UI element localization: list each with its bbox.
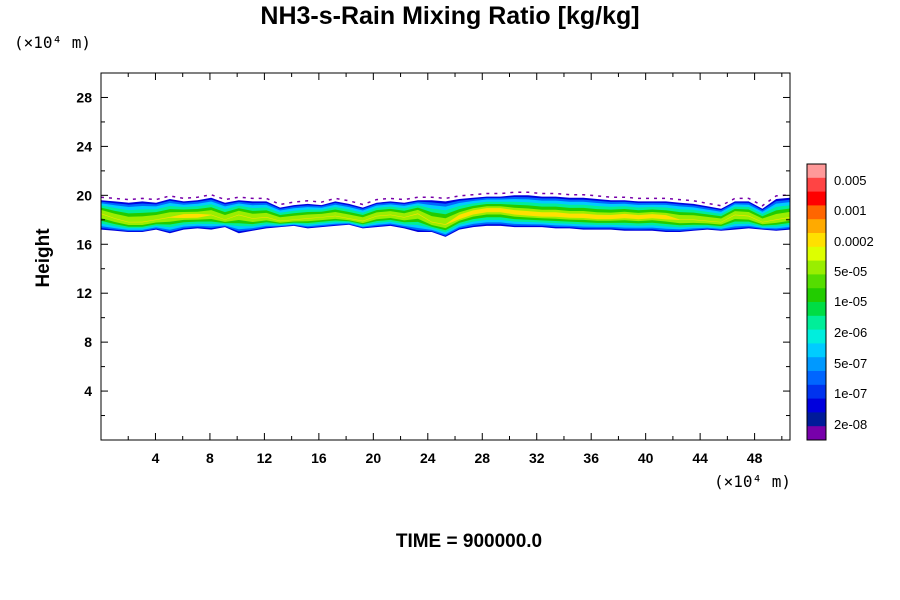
- colorbar-label: 0.005: [834, 173, 867, 188]
- time-label: TIME = 900000.0: [395, 531, 543, 552]
- y-axis-title: Height: [33, 228, 54, 288]
- x-axis: 4 8 12 16 20 24 28 32 36 40 44 48: [127, 73, 783, 466]
- colorbar-label: 5e-07: [834, 356, 867, 371]
- colorbar-swatch: [807, 343, 826, 358]
- colorbar-label: 1e-07: [834, 386, 867, 401]
- y-scale-label: (×10⁴ m): [14, 33, 91, 52]
- x-tick-label: 16: [311, 450, 327, 466]
- colorbar-swatch: [807, 219, 826, 234]
- chart-title: NH3-s-Rain Mixing Ratio [kg/kg]: [260, 2, 640, 30]
- colorbar-swatch: [807, 329, 826, 344]
- colorbar-swatch: [807, 315, 826, 331]
- x-tick-label: 36: [583, 450, 599, 466]
- colorbar-swatch: [807, 274, 826, 289]
- colorbar-swatch: [807, 260, 826, 275]
- y-tick-label: 20: [76, 187, 92, 203]
- colorbar-swatch: [807, 426, 826, 441]
- x-tick-label: 4: [152, 450, 160, 466]
- colorbar-swatch: [807, 177, 826, 193]
- x-tick-label: 44: [692, 450, 708, 466]
- y-tick-label: 4: [84, 383, 92, 399]
- colorbar-swatch: [807, 164, 826, 179]
- colorbar-label: 1e-05: [834, 294, 867, 309]
- x-tick-label: 32: [529, 450, 545, 466]
- colorbar-label: 2e-06: [834, 325, 867, 340]
- colorbar-swatch: [807, 233, 826, 248]
- x-scale-label: (×10⁴ m): [714, 472, 791, 491]
- x-tick-label: 40: [638, 450, 654, 466]
- x-tick-label: 48: [747, 450, 763, 466]
- colorbar: 0.005 0.001 0.0002 5e-05 1e-05 2e-06 5e-07 1e-0…: [806, 163, 874, 441]
- colorbar-swatch: [807, 384, 826, 400]
- band-0.0002: [101, 208, 790, 225]
- colorbar-frame: [806, 163, 827, 441]
- x-tick-label: 28: [474, 450, 490, 466]
- colorbar-swatch: [807, 357, 826, 372]
- colorbar-label: 5e-05: [834, 264, 867, 279]
- colorbar-label: 0.001: [834, 203, 867, 218]
- band-1e-05: [101, 204, 790, 231]
- y-axis: 4 8 12 16 20 24 28: [76, 89, 790, 417]
- colorbar-swatch: [807, 205, 826, 220]
- x-tick-label: 8: [206, 450, 214, 466]
- colorbar-swatch: [807, 412, 826, 427]
- x-tick-label: 24: [420, 450, 436, 466]
- colorbar-swatch: [807, 246, 826, 262]
- mixing-ratio-field: [101, 191, 790, 237]
- colorbar-swatch: [807, 302, 826, 317]
- y-tick-label: 8: [84, 334, 92, 350]
- colorbar-label: 2e-08: [834, 417, 867, 432]
- colorbar-swatch: [807, 191, 826, 206]
- colorbar-swatch: [807, 288, 826, 303]
- y-tick-label: 28: [76, 89, 92, 105]
- y-tick-label: 24: [76, 138, 92, 154]
- colorbar-swatch: [807, 398, 826, 413]
- plot-frame: [100, 72, 791, 441]
- x-tick-label: 20: [366, 450, 382, 466]
- colorbar-label: 0.0002: [834, 234, 874, 249]
- y-tick-label: 12: [76, 285, 92, 301]
- colorbar-swatch: [807, 371, 826, 386]
- y-tick-label: 16: [76, 236, 92, 252]
- x-tick-label: 12: [257, 450, 273, 466]
